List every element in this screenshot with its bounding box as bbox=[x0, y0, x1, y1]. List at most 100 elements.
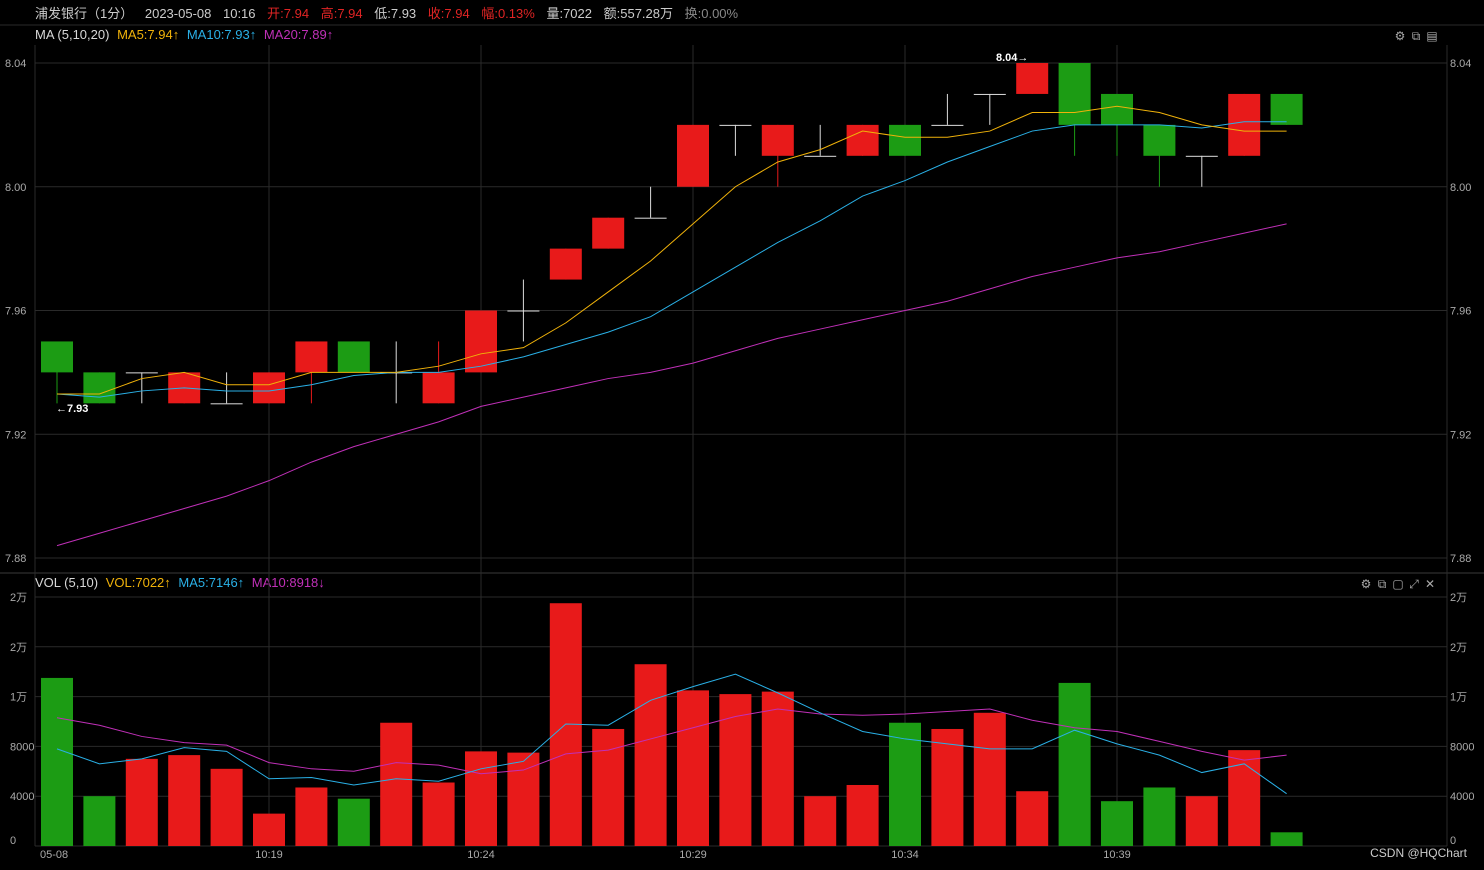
close-icon[interactable]: ✕ bbox=[1424, 577, 1436, 591]
volume-bar bbox=[253, 813, 285, 846]
candle-body bbox=[592, 217, 625, 249]
candle-body bbox=[83, 372, 116, 404]
vol-legend-label: VOL (5,10) bbox=[35, 575, 99, 590]
candle-body bbox=[931, 124, 964, 126]
open-price: 开:7.94 bbox=[267, 6, 310, 21]
candle-body bbox=[1185, 155, 1218, 157]
candle-body bbox=[507, 310, 540, 312]
price-tick-label-left: 7.92 bbox=[5, 429, 26, 441]
volume-bar bbox=[295, 787, 328, 846]
price-tick-label-left: 8.00 bbox=[5, 182, 26, 194]
candle-body bbox=[125, 372, 158, 374]
volume-bar bbox=[465, 751, 497, 846]
low-price: 低:7.93 bbox=[374, 6, 417, 21]
volume-bar bbox=[41, 677, 73, 846]
candle-body bbox=[1143, 124, 1176, 156]
volume-bar bbox=[1058, 682, 1091, 846]
price-tick-label-left: 7.96 bbox=[5, 306, 26, 318]
candle-body bbox=[804, 155, 837, 157]
candle-body bbox=[337, 341, 370, 373]
volume-bar bbox=[507, 752, 540, 846]
candle-body bbox=[677, 124, 709, 187]
volume-bar bbox=[422, 782, 455, 846]
ma-legend-label: MA (5,10,20) bbox=[35, 27, 110, 42]
copy-icon[interactable]: ⧉ bbox=[1377, 577, 1387, 591]
change-percent: 幅:0.13% bbox=[481, 6, 535, 21]
candle-body bbox=[1228, 93, 1261, 156]
amount-value: 额:557.28万 bbox=[603, 6, 673, 21]
price-panel-tools: ⚙ ⧉ ▤ bbox=[1392, 29, 1440, 44]
volume-bar bbox=[380, 722, 413, 846]
indicator-icon[interactable]: ▢ bbox=[1392, 577, 1404, 591]
quote-header: 浦发银行（1分） 2023-05-08 10:16 开:7.94 高:7.94 … bbox=[35, 3, 746, 21]
time-tick-label: 10:19 bbox=[255, 849, 283, 861]
volume-ma5-line bbox=[56, 673, 1287, 795]
candle-body bbox=[1101, 93, 1133, 125]
volume-bar bbox=[761, 691, 794, 846]
copy-icon[interactable]: ⧉ bbox=[1411, 29, 1421, 43]
volume-bar bbox=[1143, 787, 1176, 846]
ma5-legend: MA5:7.94↑ bbox=[117, 27, 180, 42]
volume-tick-label-left: 2万 bbox=[10, 642, 27, 654]
candle-body bbox=[422, 372, 455, 404]
candle-body bbox=[634, 217, 667, 219]
expand-icon[interactable]: ⤢ bbox=[1409, 577, 1419, 591]
time-tick-label: 05-08 bbox=[40, 849, 68, 861]
stock-name: 浦发银行（1分） bbox=[35, 6, 134, 21]
time-tick-label: 10:34 bbox=[891, 849, 919, 861]
candle-body bbox=[1058, 63, 1091, 125]
volume-tick-label-left: 2万 bbox=[10, 592, 27, 604]
candle-body bbox=[761, 124, 794, 156]
volume-panel-tools: ⚙ ⧉ ▢ ⤢ ✕ bbox=[1358, 577, 1438, 592]
ma10-legend: MA10:7.93↑ bbox=[186, 27, 257, 42]
time-tick-label: 10:24 bbox=[467, 849, 495, 861]
price-ma-legend: MA (5,10,20) MA5:7.94↑ MA10:7.93↑ MA20:7… bbox=[35, 27, 337, 42]
ma20-line bbox=[56, 223, 1287, 547]
volume-bar bbox=[337, 798, 370, 846]
volume-bar bbox=[125, 758, 158, 846]
price-tick-label-right: 8.00 bbox=[1450, 182, 1471, 194]
volume-bar bbox=[210, 768, 243, 846]
candle-body bbox=[973, 93, 1006, 95]
volume-value: 量:7022 bbox=[546, 6, 592, 21]
volume-tick-label-right: 8000 bbox=[1450, 741, 1474, 753]
candle-body bbox=[846, 124, 879, 156]
volume-tick-label-left: 1万 bbox=[10, 692, 27, 704]
volume-bar bbox=[168, 755, 201, 846]
candle-body bbox=[210, 403, 243, 405]
volume-tick-label-right: 0 bbox=[1450, 835, 1456, 847]
candle-body bbox=[253, 372, 285, 404]
volume-tick-label-left: 4000 bbox=[10, 791, 34, 803]
volume-bar bbox=[804, 796, 837, 846]
ma5-line bbox=[57, 105, 1287, 395]
volume-bar bbox=[1228, 750, 1261, 846]
candle-body bbox=[41, 341, 73, 373]
watermark: CSDN @HQChart bbox=[1370, 846, 1467, 860]
candle-body bbox=[719, 124, 752, 126]
candle-body bbox=[889, 124, 921, 156]
low-marker: ←7.93 bbox=[56, 403, 88, 415]
candle-body bbox=[1270, 93, 1303, 125]
volume-tick-label-right: 4000 bbox=[1450, 791, 1474, 803]
volume-bar bbox=[846, 784, 879, 846]
quote-time: 10:16 bbox=[222, 6, 256, 21]
indicator-icon[interactable]: ▤ bbox=[1426, 29, 1438, 43]
price-tick-label-left: 7.88 bbox=[5, 553, 26, 565]
volume-bar bbox=[83, 796, 116, 846]
volume-bar bbox=[1270, 832, 1303, 846]
volume-ma10-line bbox=[56, 708, 1287, 775]
volume-bar bbox=[1016, 791, 1049, 846]
time-tick-label: 10:39 bbox=[1103, 849, 1131, 861]
vol-ma10-legend: MA10:8918↓ bbox=[251, 575, 325, 590]
volume-tick-label-left: 8000 bbox=[10, 741, 34, 753]
settings-sliders-icon[interactable]: ⚙ bbox=[1360, 577, 1372, 591]
candle-body bbox=[1016, 63, 1049, 94]
volume-tick-label-left: 0 bbox=[10, 835, 16, 847]
candle-body bbox=[549, 248, 582, 280]
volume-bar bbox=[1101, 801, 1133, 846]
high-marker: 8.04→ bbox=[996, 52, 1028, 64]
settings-sliders-icon[interactable]: ⚙ bbox=[1394, 29, 1406, 43]
turnover-value: 换:0.00% bbox=[684, 6, 739, 21]
high-price: 高:7.94 bbox=[320, 6, 363, 21]
